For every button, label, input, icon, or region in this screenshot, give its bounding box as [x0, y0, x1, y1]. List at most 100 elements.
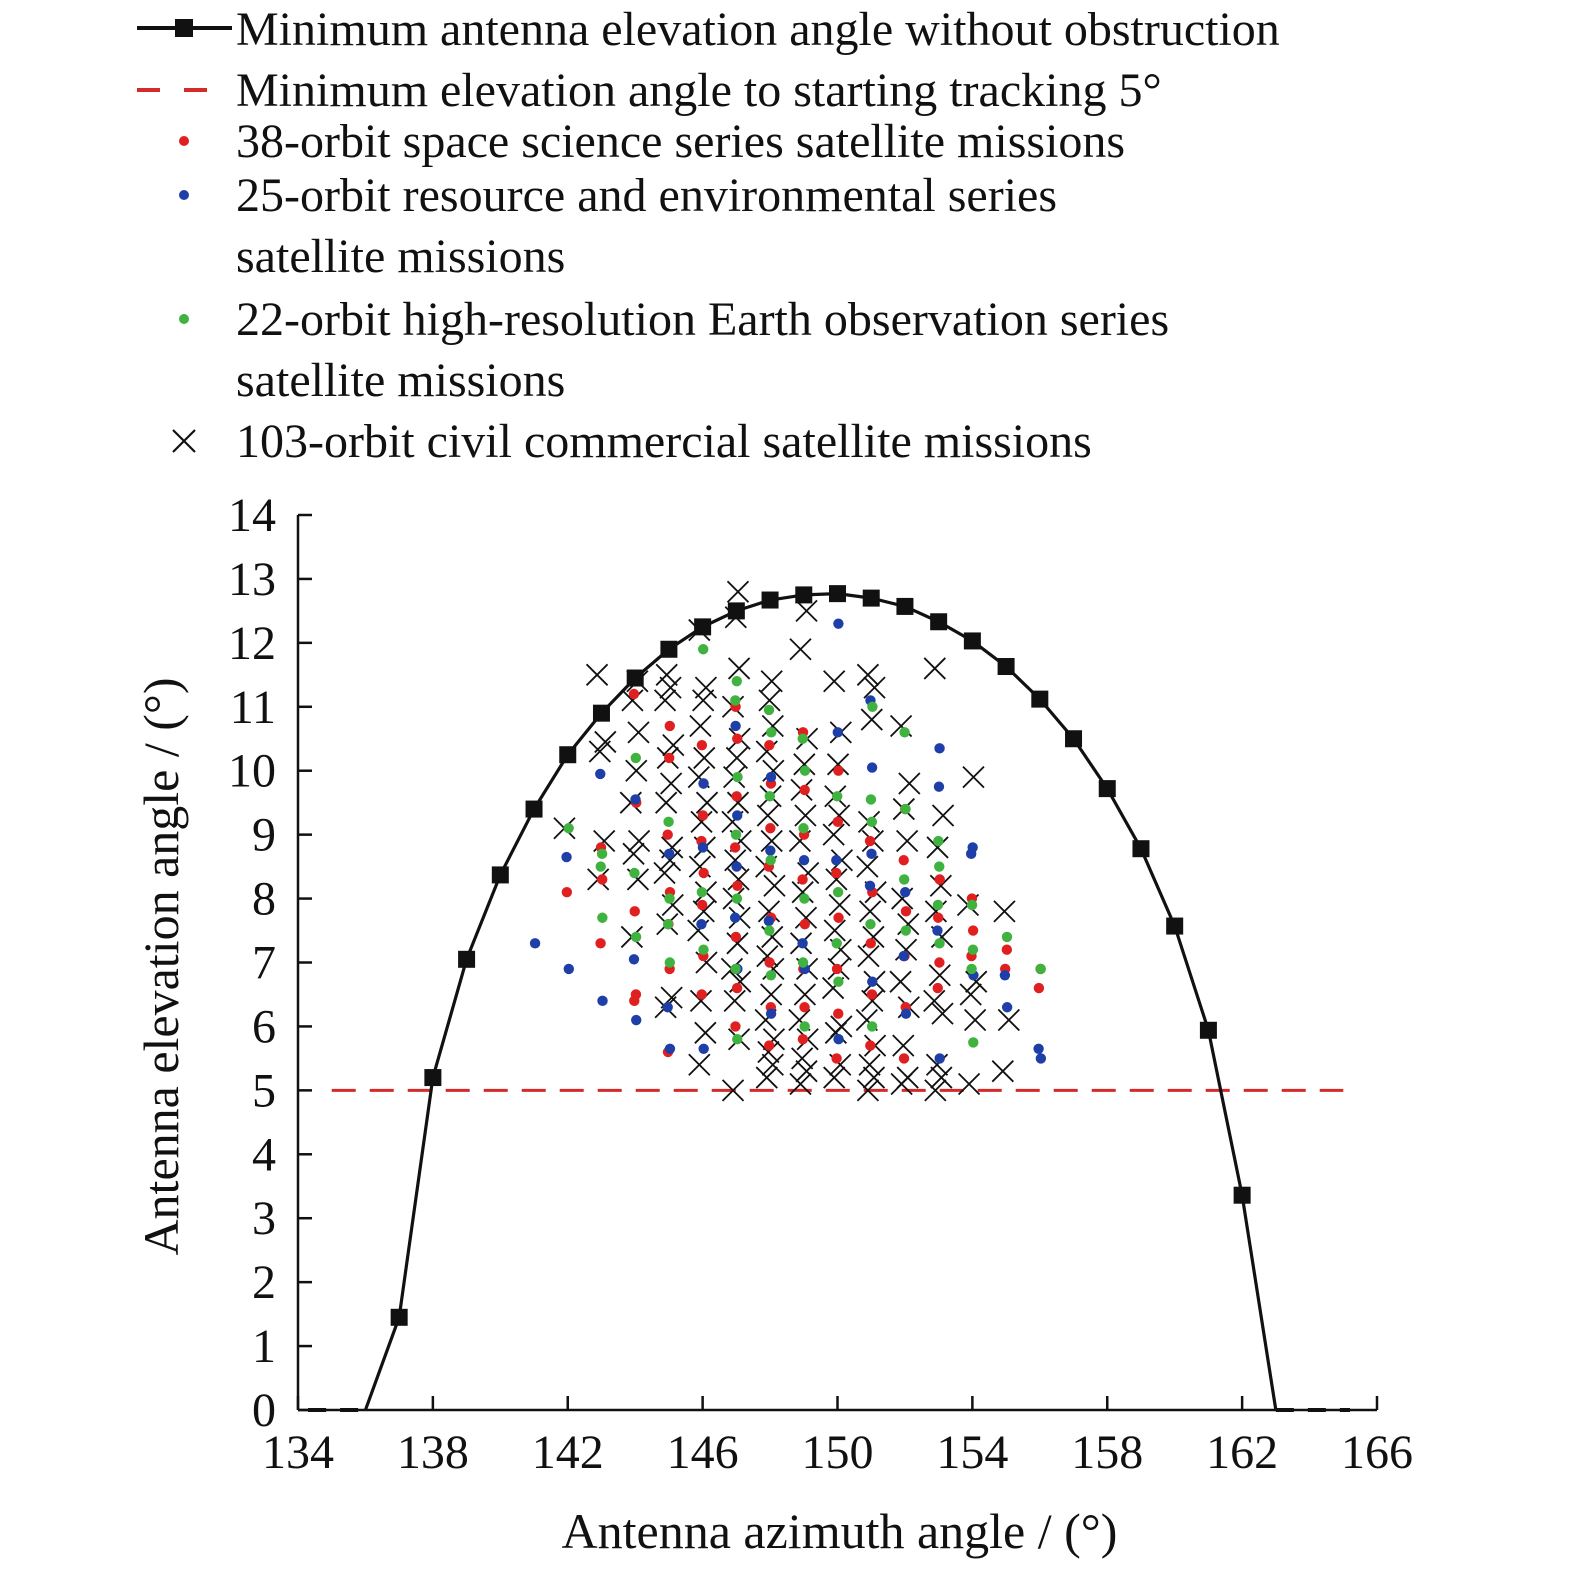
- civil-commercial-point: [823, 1066, 846, 1089]
- high-resolution-point: [696, 886, 708, 898]
- resource-environmental-point: [765, 1008, 777, 1019]
- boundary-point: [1132, 840, 1150, 858]
- civil-commercial-point: [727, 657, 751, 680]
- resource-environmental-point: [934, 1053, 945, 1064]
- space-science-point: [865, 938, 876, 949]
- civil-commercial-point: [860, 708, 883, 731]
- x-tick-label: 154: [936, 1426, 1008, 1479]
- resource-environmental-point: [662, 1002, 673, 1013]
- space-science-point: [630, 989, 642, 1000]
- space-science-point: [732, 880, 743, 891]
- legend-marker-red-dot: [179, 136, 189, 146]
- high-resolution-point: [1035, 963, 1046, 975]
- space-science-point: [833, 912, 844, 923]
- boundary-point: [795, 586, 813, 604]
- legend-label-high-resolution-line1: 22-orbit high-resolution Earth observati…: [236, 293, 1169, 346]
- space-science-point: [967, 925, 979, 936]
- high-resolution-point: [563, 823, 574, 834]
- space-science-point: [729, 842, 741, 853]
- resource-environmental-point: [729, 912, 741, 923]
- high-resolution-point: [866, 1021, 878, 1032]
- high-resolution-point: [730, 695, 741, 706]
- high-resolution-point: [630, 752, 641, 764]
- boundary-point: [727, 602, 745, 620]
- space-science-point: [597, 874, 608, 885]
- resource-environmental-point: [732, 810, 743, 821]
- high-resolution-point: [968, 1037, 979, 1048]
- resource-environmental-point: [664, 1043, 676, 1055]
- y-tick-label: 13: [228, 553, 276, 606]
- space-science-point: [832, 816, 843, 828]
- y-tick-label: 7: [252, 937, 276, 990]
- civil-commercial-point: [794, 906, 818, 929]
- resource-environmental-point: [867, 976, 878, 987]
- civil-commercial-point: [726, 932, 749, 955]
- boundary-point: [390, 1308, 408, 1326]
- civil-commercial-point: [858, 900, 882, 923]
- high-resolution-point: [865, 794, 877, 805]
- high-resolution-point: [730, 963, 741, 975]
- boundary-point: [1233, 1186, 1251, 1204]
- resource-environmental-point: [898, 950, 909, 962]
- civil-commercial-point: [756, 804, 779, 827]
- civil-commercial-point: [659, 772, 683, 795]
- y-tick-label: 10: [228, 745, 276, 798]
- civil-commercial-point: [889, 970, 912, 993]
- boundary-point: [694, 618, 712, 636]
- resource-environmental-point: [595, 768, 606, 780]
- y-tick-label: 1: [252, 1320, 276, 1373]
- resource-environmental-point: [630, 794, 641, 805]
- space-science-point: [731, 791, 742, 802]
- resource-environmental-point: [529, 938, 541, 949]
- y-tick-label: 0: [252, 1384, 276, 1437]
- civil-commercial-point: [726, 580, 750, 603]
- space-science-point: [696, 989, 707, 1000]
- resource-environmental-point: [866, 848, 877, 860]
- civil-commercial-point: [621, 689, 644, 712]
- y-tick-label: 12: [228, 617, 276, 670]
- civil-commercial-point: [790, 1047, 814, 1070]
- legend: Minimum antenna elevation angle without …: [137, 3, 1280, 468]
- resource-environmental-point: [798, 855, 810, 866]
- boundary-point: [660, 640, 678, 658]
- high-resolution-point: [831, 938, 842, 949]
- space-science-point: [833, 765, 844, 776]
- legend-label-resource-environmental-line2: satellite missions: [236, 230, 565, 283]
- y-axis-title: Antenna elevation angle / (°): [133, 677, 189, 1255]
- space-science-point: [628, 688, 640, 700]
- high-resolution-point: [900, 803, 911, 815]
- legend-label-min-elevation: Minimum antenna elevation angle without …: [236, 3, 1280, 56]
- resource-environmental-point: [831, 855, 842, 866]
- space-science-point: [799, 1002, 810, 1013]
- x-tick-label: 166: [1341, 1426, 1413, 1479]
- boundary-point: [829, 585, 846, 603]
- boundary-point: [1166, 917, 1184, 935]
- legend-label-high-resolution-line2: satellite missions: [236, 354, 565, 407]
- resource-environmental-point: [730, 720, 741, 732]
- high-resolution-point: [764, 925, 775, 936]
- high-resolution-point: [698, 944, 709, 955]
- civil-commercial-point: [688, 1053, 711, 1076]
- civil-commercial-point: [690, 810, 713, 833]
- civil-commercial-point: [763, 874, 786, 897]
- civil-commercial-point: [689, 989, 713, 1012]
- high-resolution-point: [1001, 931, 1013, 943]
- civil-commercial-point: [826, 753, 850, 776]
- civil-commercial-point: [822, 823, 845, 846]
- civil-commercial-point: [622, 842, 645, 865]
- resource-environmental-point: [698, 778, 709, 789]
- high-resolution-point: [934, 938, 945, 949]
- x-tick-label: 162: [1206, 1426, 1278, 1479]
- resource-environmental-point: [697, 842, 709, 853]
- resource-environmental-point: [1033, 1043, 1044, 1055]
- boundary-point: [963, 632, 981, 650]
- space-science-point: [831, 963, 843, 975]
- boundary-point: [1199, 1021, 1217, 1039]
- resource-environmental-point: [999, 970, 1011, 981]
- high-resolution-point: [933, 835, 944, 847]
- civil-commercial-point: [761, 1053, 784, 1076]
- civil-commercial-point: [789, 1072, 812, 1096]
- space-science-point: [764, 739, 775, 751]
- resource-environmental-point: [664, 848, 675, 860]
- civil-commercial-point: [721, 1079, 745, 1102]
